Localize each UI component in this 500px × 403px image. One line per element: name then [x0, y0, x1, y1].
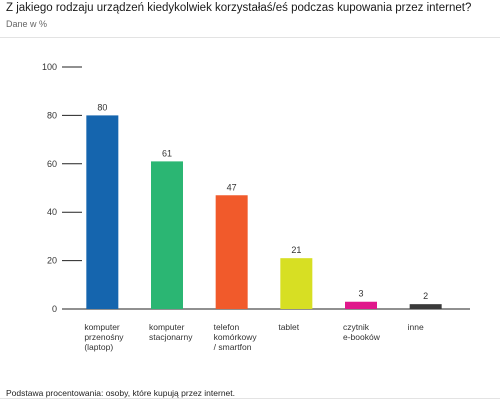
category-label: stacjonarny: [149, 332, 193, 342]
divider-bottom: [0, 398, 500, 399]
value-label: 2: [423, 291, 428, 301]
y-tick-label: 20: [47, 256, 57, 266]
category-label: komputer: [149, 322, 185, 332]
value-label: 3: [358, 289, 363, 299]
value-label: 47: [227, 182, 237, 192]
bar: [280, 258, 313, 309]
category-label: przenośny: [84, 332, 124, 342]
category-label: inne: [408, 322, 424, 332]
divider: [0, 37, 500, 38]
category-label: / smartfon: [214, 342, 252, 352]
value-label: 80: [97, 102, 107, 112]
y-tick-label: 80: [47, 110, 57, 120]
bar: [345, 301, 377, 309]
y-tick-label: 0: [52, 304, 57, 314]
value-label: 21: [291, 245, 301, 255]
y-tick-label: 100: [42, 62, 57, 72]
bar: [215, 195, 248, 309]
value-label: 61: [162, 148, 172, 158]
category-label: (laptop): [84, 342, 113, 352]
category-label: e-booków: [343, 332, 381, 342]
footnote: Podstawa procentowania: osoby, które kup…: [6, 388, 236, 398]
bar: [86, 115, 119, 310]
y-tick-label: 60: [47, 159, 57, 169]
chart-title: Z jakiego rodzaju urządzeń kiedykolwiek …: [6, 2, 472, 14]
chart-subtitle: Dane w %: [6, 19, 48, 29]
category-label: komórkowy: [214, 332, 258, 342]
bar: [409, 304, 442, 309]
category-label: tablet: [278, 322, 299, 332]
category-label: komputer: [84, 322, 120, 332]
category-label: telefon: [214, 322, 240, 332]
category-label: czytnik: [343, 322, 370, 332]
y-tick-label: 40: [47, 207, 57, 217]
bar: [151, 161, 183, 309]
